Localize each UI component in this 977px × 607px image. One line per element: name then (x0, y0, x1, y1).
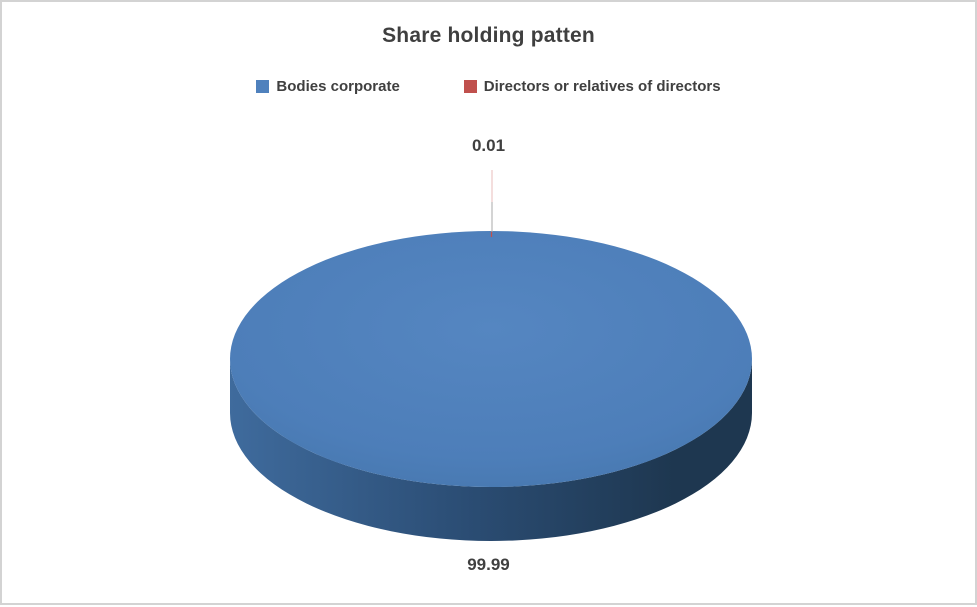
legend-item-bodies-corporate[interactable]: Bodies corporate (256, 78, 400, 95)
legend-label: Directors or relatives of directors (483, 78, 721, 95)
pie-slice-bodies-corporate[interactable] (230, 231, 752, 487)
legend-swatch-blue (256, 80, 270, 93)
data-label-directors-value: 0.01 (471, 136, 506, 155)
chart-title: Share holding patten (382, 24, 595, 47)
legend: Bodies corporate Directors or relatives … (2, 78, 975, 95)
legend-item-directors[interactable]: Directors or relatives of directors (463, 78, 721, 95)
legend-swatch-red (463, 80, 477, 93)
data-label-bodies-corporate-value: 99.99 (467, 555, 510, 574)
legend-label: Bodies corporate (276, 78, 400, 95)
pie-side-depth (230, 359, 752, 541)
